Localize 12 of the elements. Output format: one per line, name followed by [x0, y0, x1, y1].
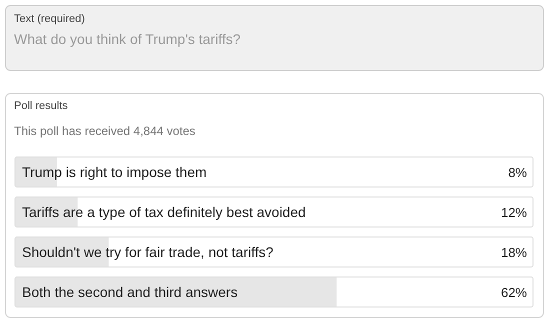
- data-label: 12%: [500, 205, 528, 220]
- text: What do you think of Trump's tariffs?: [14, 31, 241, 47]
- data-label: 62%: [500, 285, 528, 300]
- text: Text (required): [14, 13, 85, 25]
- y-tick-label: Shouldn't we try for fair trade, not tariffs?: [22, 244, 274, 260]
- data-label: 8%: [508, 165, 528, 180]
- y-tick-label: Tariffs are a type of tax definitely best avoided: [22, 204, 306, 220]
- y-tick-label: Both the second and third answers: [22, 284, 238, 300]
- chart-subtitle: This poll has received 4,844 votes: [14, 124, 196, 138]
- y-tick-label: Trump is right to impose them: [22, 164, 207, 180]
- data-label: 18%: [500, 245, 528, 260]
- chart-title: Poll results: [14, 100, 68, 112]
